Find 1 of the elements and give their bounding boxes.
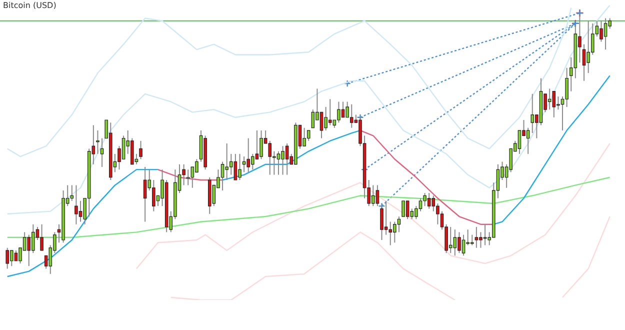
- chart-title: Bitcoin (USD): [3, 1, 56, 10]
